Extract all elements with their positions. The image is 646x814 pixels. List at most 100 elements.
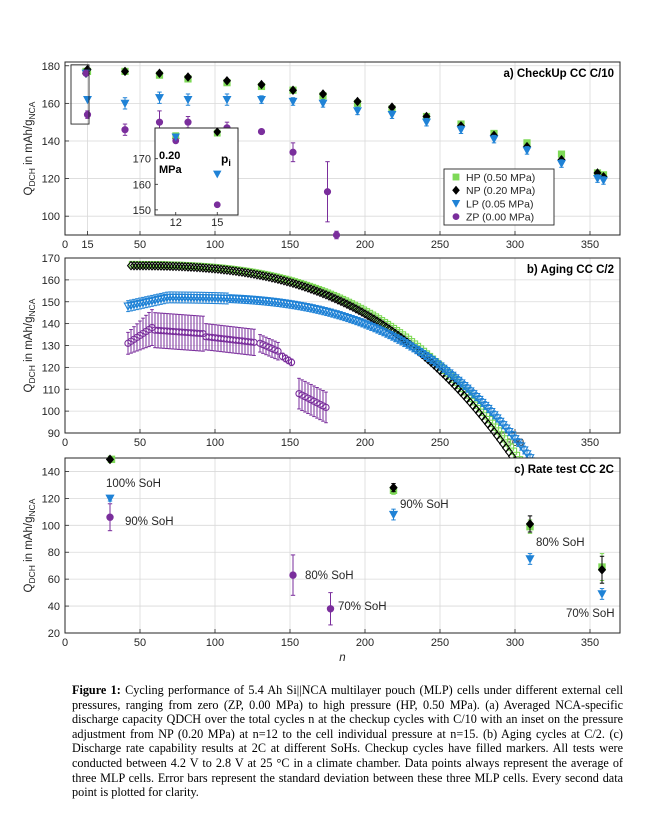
data-point-NP: [216, 264, 226, 275]
data-point-ZP: [106, 513, 114, 521]
data-point-LP: [456, 126, 466, 135]
data-point-NP: [147, 260, 157, 271]
data-point-NP: [294, 280, 304, 290]
data-point-LP: [357, 319, 367, 328]
x-tick-label: 250: [431, 437, 449, 449]
data-point-LP: [183, 96, 193, 105]
x-tick-label: 50: [134, 637, 146, 649]
data-point-LP: [105, 494, 115, 504]
x-tick-label: 350: [581, 239, 599, 251]
y-tick-label: 100: [42, 211, 60, 223]
inset-x-tick-label: 12: [170, 217, 182, 229]
data-point-LP: [489, 135, 499, 144]
inset-frame: [154, 127, 239, 216]
x-tick-label: 0: [62, 239, 68, 251]
y-tick-label: 120: [42, 493, 60, 505]
data-point-NP: [210, 264, 220, 274]
x-tick-label: 350: [581, 637, 599, 649]
axes-frame: [64, 61, 621, 236]
data-point-ZP: [322, 403, 330, 412]
data-point-NP: [144, 260, 154, 271]
data-point-LP: [321, 307, 331, 317]
inset-label-pressure: 0.20: [159, 150, 180, 162]
y-tick-label: 120: [42, 174, 60, 186]
inset-y-tick-label: 150: [133, 205, 151, 217]
data-point-NP: [198, 262, 208, 273]
data-point-ZP: [257, 127, 266, 136]
data-point-NP: [135, 260, 145, 271]
data-point-LP: [420, 351, 430, 361]
inset-x-tick-label: 15: [211, 217, 223, 229]
x-tick-label: 0: [62, 637, 68, 649]
data-point-LP: [522, 146, 532, 155]
data-point-ZP: [121, 126, 129, 134]
data-point-LP: [330, 310, 340, 319]
data-point-LP: [327, 309, 337, 318]
data-point-NP: [264, 272, 274, 283]
data-point-ZP: [155, 118, 164, 126]
inset-point-LP: [213, 170, 222, 179]
legend-marker-HP: [452, 173, 460, 181]
data-point-LP: [309, 305, 319, 314]
x-tick-label: 150: [281, 437, 299, 449]
data-point-LP: [429, 358, 439, 367]
y-tick-label: 160: [42, 98, 60, 110]
data-point-NP: [138, 260, 148, 271]
y-tick-label: 60: [48, 574, 60, 586]
data-point-NP: [353, 96, 362, 107]
data-point-LP: [348, 315, 358, 325]
data-point-NP: [225, 265, 235, 276]
data-point-NP: [132, 260, 142, 271]
data-point-LP: [300, 303, 310, 312]
inset-source-box: [70, 64, 90, 125]
data-point-NP: [129, 260, 139, 271]
data-point-LP: [378, 328, 388, 337]
data-point-NP: [207, 263, 217, 274]
data-point-NP: [171, 261, 181, 272]
y-axis-label: QDCH in mAh/gNCA: [23, 101, 37, 195]
data-point-NP: [273, 274, 283, 285]
x-tick-label: 350: [581, 437, 599, 449]
x-tick-label: 200: [356, 637, 374, 649]
data-point-ZP: [82, 69, 90, 77]
data-point-NP: [270, 273, 280, 284]
legend: HP (0.50 MPa)NP (0.20 MPa)LP (0.05 MPa) Z…: [443, 168, 555, 226]
x-tick-label: 150: [281, 637, 299, 649]
data-point-NP: [180, 261, 190, 272]
y-tick-label: 20: [48, 628, 60, 640]
data-point-LP: [312, 305, 322, 315]
data-point-LP: [353, 107, 362, 116]
y-tick-label: 120: [42, 362, 60, 374]
data-point-LP: [435, 362, 445, 371]
data-point-LP: [83, 96, 92, 105]
data-point-LP: [456, 379, 466, 388]
data-point-LP: [465, 387, 475, 396]
data-point-LP: [388, 510, 399, 520]
data-point-ZP: [326, 605, 335, 613]
data-point-NP: [105, 454, 115, 465]
legend-box: [443, 168, 555, 226]
data-point-ZP: [184, 118, 192, 126]
data-point-LP: [422, 118, 431, 127]
data-point-NP: [288, 85, 298, 95]
data-point-NP: [252, 269, 262, 280]
data-point-ZP: [274, 347, 282, 355]
soh-annotation: 90% SoH: [125, 516, 174, 528]
data-point-LP: [318, 307, 328, 316]
data-point-LP: [423, 353, 433, 363]
inset-y-tick-label: 160: [133, 179, 151, 191]
data-point-NP: [177, 261, 187, 272]
x-tick-label: 200: [356, 239, 374, 251]
y-tick-label: 90: [48, 428, 60, 440]
data-point-LP: [324, 308, 334, 318]
legend-label-ZP: ZP (0.00 MPa): [466, 212, 534, 224]
data-point-LP: [426, 355, 436, 365]
chart-title: c) Rate test CC 2C: [514, 464, 614, 476]
y-tick-label: 180: [42, 61, 60, 73]
data-point-NP: [228, 266, 238, 276]
data-point-NP: [285, 277, 295, 288]
data-point-NP: [186, 262, 196, 272]
data-point-NP: [165, 261, 175, 272]
data-point-NP: [189, 262, 199, 273]
inset-y-tick-label: 170: [133, 154, 151, 166]
